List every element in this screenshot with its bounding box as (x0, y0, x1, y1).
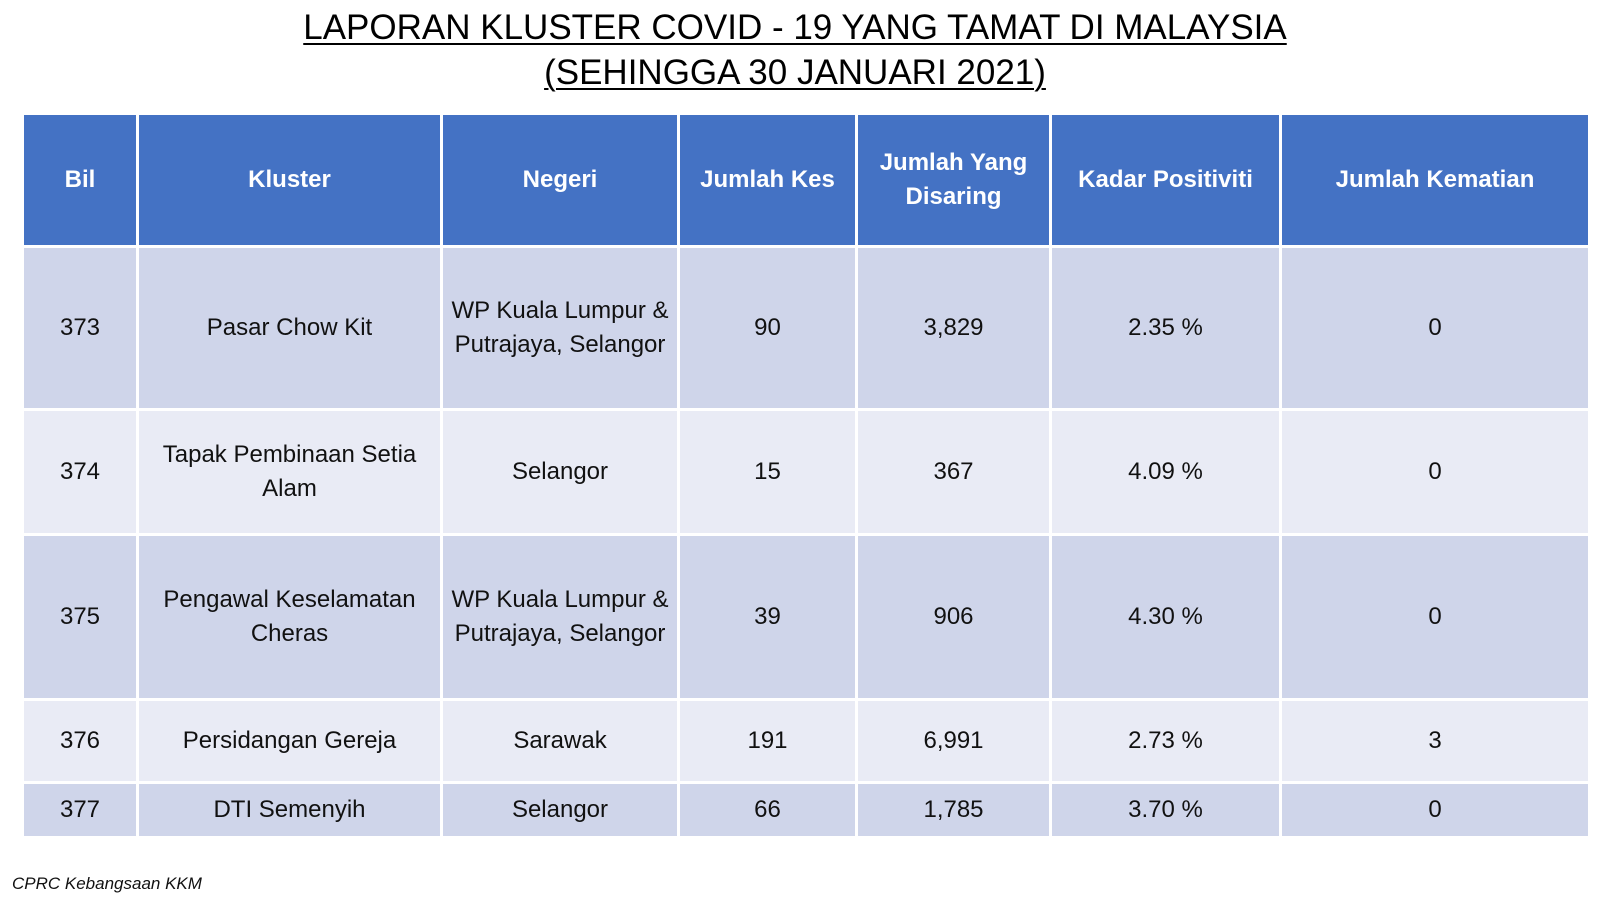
cell-jumlah-disaring: 906 (855, 533, 1052, 701)
cell-jumlah-kes: 191 (677, 698, 858, 784)
header-jumlah-kes: Jumlah Kes (677, 112, 858, 248)
cell-jumlah-kematian: 0 (1279, 533, 1591, 701)
cell-bil: 377 (21, 781, 139, 839)
report-title: LAPORAN KLUSTER COVID - 19 YANG TAMAT DI… (0, 6, 1590, 96)
cluster-table: Bil Kluster Negeri Jumlah Kes Jumlah Yan… (21, 112, 1591, 839)
table-row: 376 Persidangan Gereja Sarawak 191 6,991… (21, 698, 1591, 784)
cell-negeri: WP Kuala Lumpur & Putrajaya, Selangor (440, 245, 680, 411)
cell-kluster: Pengawal Keselamatan Cheras (136, 533, 443, 701)
cell-jumlah-kes: 66 (677, 781, 858, 839)
cell-jumlah-disaring: 1,785 (855, 781, 1052, 839)
cell-bil: 376 (21, 698, 139, 784)
header-jumlah-disaring: Jumlah Yang Disaring (855, 112, 1052, 248)
cell-kluster: Persidangan Gereja (136, 698, 443, 784)
cell-bil: 373 (21, 245, 139, 411)
table-row: 377 DTI Semenyih Selangor 66 1,785 3.70 … (21, 781, 1591, 839)
cell-jumlah-kematian: 0 (1279, 245, 1591, 411)
cell-kadar-positiviti: 4.09 % (1049, 408, 1282, 536)
header-kadar-positiviti: Kadar Positiviti (1049, 112, 1282, 248)
cell-jumlah-kematian: 3 (1279, 698, 1591, 784)
cell-negeri: Selangor (440, 408, 680, 536)
cell-jumlah-kes: 15 (677, 408, 858, 536)
cell-negeri: Selangor (440, 781, 680, 839)
table-header-row: Bil Kluster Negeri Jumlah Kes Jumlah Yan… (21, 112, 1591, 248)
cell-bil: 374 (21, 408, 139, 536)
cell-kadar-positiviti: 2.35 % (1049, 245, 1282, 411)
cell-kluster: Tapak Pembinaan Setia Alam (136, 408, 443, 536)
cell-kluster: DTI Semenyih (136, 781, 443, 839)
cell-jumlah-kematian: 0 (1279, 781, 1591, 839)
cell-kadar-positiviti: 3.70 % (1049, 781, 1282, 839)
cell-jumlah-disaring: 6,991 (855, 698, 1052, 784)
source-note: CPRC Kebangsaan KKM (12, 874, 202, 893)
cell-kluster: Pasar Chow Kit (136, 245, 443, 411)
cell-kadar-positiviti: 4.30 % (1049, 533, 1282, 701)
cell-jumlah-kematian: 0 (1279, 408, 1591, 536)
cell-jumlah-kes: 90 (677, 245, 858, 411)
header-kluster: Kluster (136, 112, 443, 248)
cell-jumlah-disaring: 3,829 (855, 245, 1052, 411)
header-jumlah-kematian: Jumlah Kematian (1279, 112, 1591, 248)
header-negeri: Negeri (440, 112, 680, 248)
cell-jumlah-kes: 39 (677, 533, 858, 701)
cell-kadar-positiviti: 2.73 % (1049, 698, 1282, 784)
cell-negeri: WP Kuala Lumpur & Putrajaya, Selangor (440, 533, 680, 701)
cell-jumlah-disaring: 367 (855, 408, 1052, 536)
header-bil: Bil (21, 112, 139, 248)
report-title-line-2: (SEHINGGA 30 JANUARI 2021) (544, 53, 1046, 92)
report-title-line-1: LAPORAN KLUSTER COVID - 19 YANG TAMAT DI… (303, 8, 1287, 47)
table-row: 373 Pasar Chow Kit WP Kuala Lumpur & Put… (21, 245, 1591, 411)
cell-negeri: Sarawak (440, 698, 680, 784)
cell-bil: 375 (21, 533, 139, 701)
table-row: 375 Pengawal Keselamatan Cheras WP Kuala… (21, 533, 1591, 701)
table-row: 374 Tapak Pembinaan Setia Alam Selangor … (21, 408, 1591, 536)
